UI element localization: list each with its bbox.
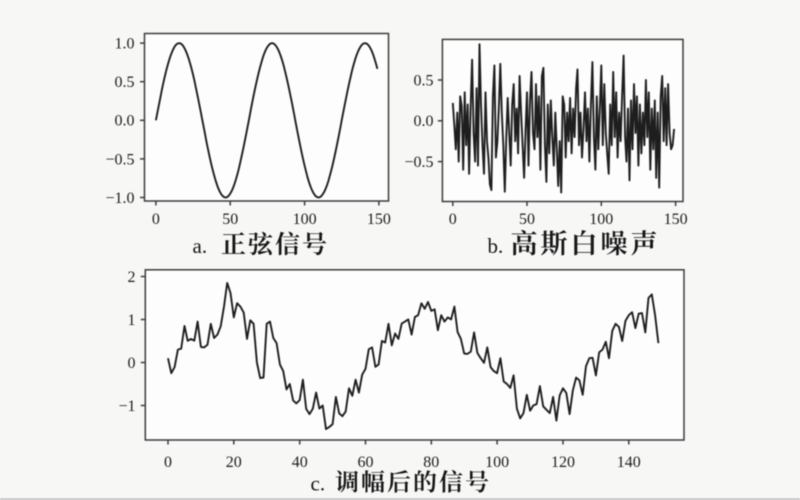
svg-text:−0.5: −0.5 <box>404 154 433 171</box>
svg-text:150: 150 <box>367 211 391 228</box>
svg-text:40: 40 <box>292 454 308 471</box>
svg-text:1: 1 <box>128 312 136 329</box>
svg-text:150: 150 <box>664 211 688 228</box>
svg-text:b.: b. <box>488 234 504 258</box>
svg-text:100: 100 <box>485 454 509 471</box>
svg-text:−1.0: −1.0 <box>105 190 134 207</box>
svg-text:50: 50 <box>222 211 238 228</box>
svg-text:140: 140 <box>617 454 641 471</box>
svg-text:1.0: 1.0 <box>115 36 135 53</box>
svg-text:0.5: 0.5 <box>115 74 135 91</box>
svg-text:0: 0 <box>164 454 172 471</box>
svg-text:50: 50 <box>519 211 535 228</box>
svg-text:0.5: 0.5 <box>414 73 434 90</box>
svg-text:100: 100 <box>293 211 317 228</box>
svg-text:2: 2 <box>128 269 136 286</box>
svg-text:120: 120 <box>551 454 575 471</box>
svg-text:0.0: 0.0 <box>115 113 135 130</box>
svg-text:c.: c. <box>311 472 326 496</box>
svg-text:0.0: 0.0 <box>414 113 434 130</box>
svg-text:60: 60 <box>358 454 374 471</box>
svg-text:0: 0 <box>152 211 160 228</box>
svg-text:−1: −1 <box>118 398 135 415</box>
svg-text:0: 0 <box>449 211 457 228</box>
svg-text:−0.5: −0.5 <box>105 151 134 168</box>
svg-text:20: 20 <box>226 454 242 471</box>
svg-text:0: 0 <box>128 355 136 372</box>
svg-text:100: 100 <box>589 211 613 228</box>
svg-text:80: 80 <box>423 454 439 471</box>
svg-text:a.: a. <box>193 234 208 258</box>
